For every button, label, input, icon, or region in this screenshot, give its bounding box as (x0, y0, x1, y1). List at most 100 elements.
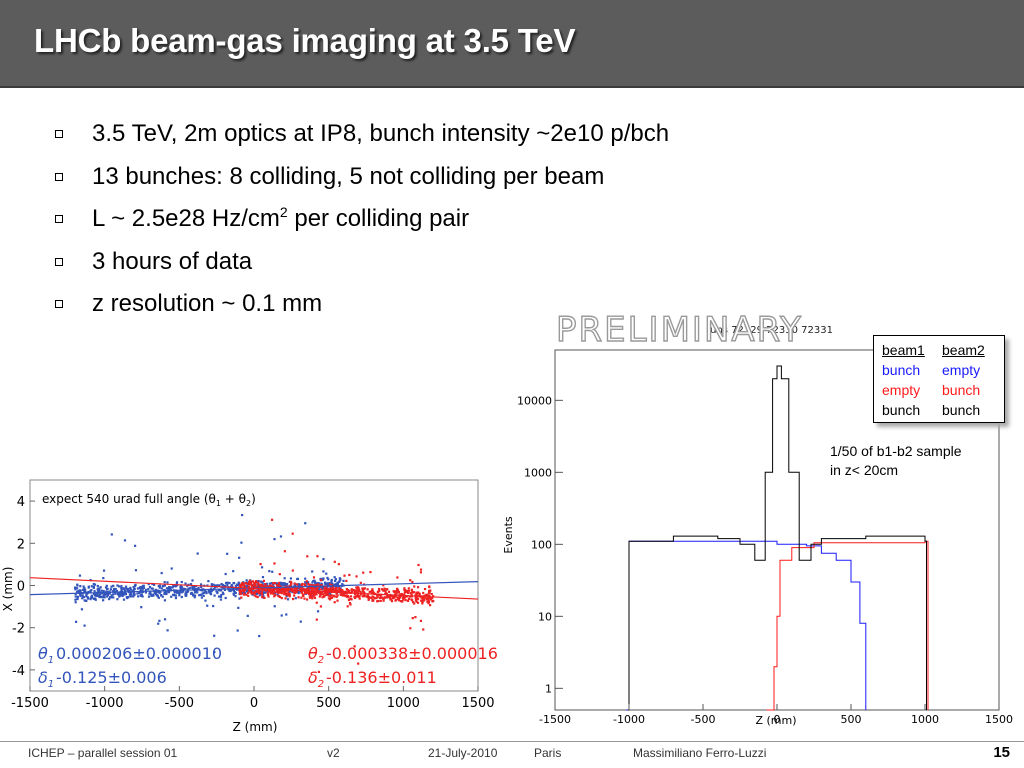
scatter-point (141, 587, 144, 590)
scatter-point (232, 592, 235, 595)
bullet-item: L ~ 2.5e28 Hz/cm2 per colliding pair (55, 201, 669, 244)
scatter-point (369, 590, 372, 593)
scatter-point (180, 586, 184, 589)
scatter-point (222, 592, 225, 596)
scatter-point (259, 562, 262, 566)
scatter-point (163, 581, 166, 584)
scatter-point (395, 595, 398, 598)
scatter-point (326, 588, 329, 591)
scatter-point (252, 583, 255, 587)
scatter-point (254, 580, 258, 583)
scatter-point (104, 586, 108, 589)
scatter-point (406, 599, 410, 602)
scatter-point (372, 599, 375, 602)
scatter-point (240, 541, 243, 544)
scatter-point (319, 605, 323, 608)
scatter-point (133, 544, 137, 547)
scatter-point (396, 576, 399, 579)
scatter-point (121, 594, 124, 598)
bullet-list: 3.5 TeV, 2m optics at IP8, bunch intensi… (55, 116, 669, 329)
y-tick-label: 2 (17, 537, 25, 552)
scatter-point (296, 586, 299, 589)
scatter-point (293, 582, 296, 585)
scatter-point (300, 586, 303, 590)
scatter-point (345, 594, 348, 598)
scatter-point (219, 595, 223, 598)
x-tick-label: -1500 (11, 696, 49, 711)
scatter-point (279, 585, 282, 588)
scatter-point (193, 594, 197, 597)
scatter-point (261, 596, 264, 599)
scatter-point (401, 596, 404, 600)
scatter-point (410, 598, 413, 601)
scatter-point (338, 579, 341, 583)
scatter-point (347, 596, 350, 599)
scatter-point (259, 580, 262, 583)
scatter-point (151, 587, 154, 590)
scatter-point (213, 634, 216, 637)
scatter-point (355, 594, 358, 597)
run-numbers: runs 72329 72330 72331 (706, 325, 833, 336)
scatter-point (246, 589, 249, 592)
scatter-point (416, 586, 420, 589)
scatter-point (428, 589, 431, 593)
scatter-point (306, 598, 309, 601)
scatter-point (257, 583, 260, 586)
scatter-point (206, 584, 209, 587)
scatter-point (179, 585, 183, 588)
scatter-point (241, 513, 244, 517)
scatter-point (124, 591, 127, 595)
scatter-point (322, 570, 325, 573)
scatter-point (258, 634, 261, 638)
scatter-point (388, 595, 391, 598)
scatter-point (306, 590, 309, 593)
legend-row-blue: bunch empty (882, 362, 981, 378)
scatter-point (418, 592, 421, 595)
scatter-point (320, 584, 323, 587)
scatter-point (269, 589, 272, 593)
scatter-point (109, 588, 112, 591)
scatter-point (236, 629, 239, 632)
scatter-point (404, 589, 407, 592)
scatter-point (339, 578, 342, 581)
scatter-point (314, 580, 317, 583)
fit-results-beam2: θ2 -0.000338±0.000016 δ2 -0.136±0.011 (308, 644, 498, 690)
scatter-point (292, 597, 295, 601)
scatter-point (262, 579, 266, 582)
scatter-point (328, 581, 331, 585)
scatter-point (311, 597, 314, 600)
scatter-point (81, 594, 84, 597)
scatter-point (99, 595, 103, 599)
scatter-point (177, 591, 180, 594)
scatter-point (163, 592, 166, 596)
scatter-point (316, 587, 319, 590)
scatter-point (348, 590, 351, 593)
scatter-point (390, 594, 393, 598)
scatter-point (327, 583, 330, 586)
y-tick-label: 10000 (517, 394, 552, 407)
scatter-point (198, 594, 201, 597)
scatter-point (277, 589, 281, 592)
scatter-point (255, 592, 258, 595)
scatter-point (204, 599, 207, 602)
scatter-point (264, 589, 267, 592)
scatter-point (276, 593, 279, 596)
scatter-point (411, 601, 415, 604)
scatter-point (349, 597, 352, 601)
scatter-point (277, 595, 281, 598)
scatter-point (259, 583, 262, 586)
scatter-point (83, 587, 86, 590)
scatter-point (279, 535, 283, 538)
scatter-point (415, 593, 418, 596)
scatter-point (313, 579, 316, 582)
scatter-point (254, 584, 257, 587)
scatter-point (166, 581, 169, 584)
scatter-point (262, 595, 265, 598)
scatter-point (173, 584, 176, 587)
scatter-point (313, 593, 316, 597)
scatter-point (210, 583, 213, 586)
scatter-point (239, 592, 242, 596)
scatter-point (366, 588, 369, 591)
scatter-point (108, 592, 111, 595)
scatter-point (163, 584, 166, 587)
